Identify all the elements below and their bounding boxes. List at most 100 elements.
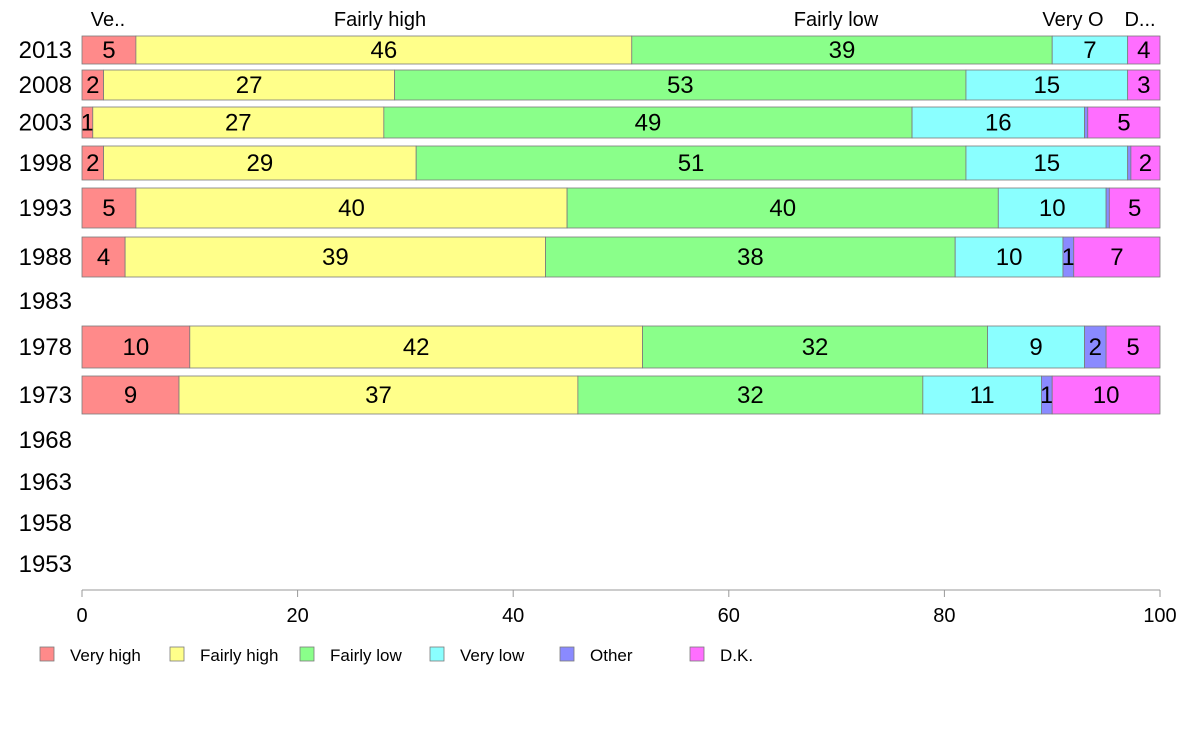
bar-segment-2008-fairly-high: [103, 69, 396, 101]
data-label-1988-d-k-: 7: [1110, 244, 1123, 271]
bar-segment-1993-d-k-: [1108, 187, 1161, 229]
data-label-1973-fairly-high: 37: [365, 382, 392, 409]
data-label-2013-d-k-: 4: [1137, 37, 1150, 64]
legend-swatch-fairly-high: [169, 646, 185, 662]
data-label-2008-very-low: 15: [1033, 72, 1060, 99]
data-label-1998-very-high: 2: [86, 150, 99, 177]
legend-label-other: Other: [590, 646, 633, 665]
data-label-1998-fairly-low: 51: [678, 150, 705, 177]
x-tick-label-100: 100: [1143, 605, 1176, 627]
legend-swatch-other: [559, 646, 575, 662]
data-label-1978-d-k-: 5: [1126, 334, 1139, 361]
bar-segment-2003-very-low: [911, 106, 1085, 139]
bar-segment-1973-fairly-high: [178, 375, 579, 415]
bar-segment-1993-fairly-high: [135, 187, 568, 229]
bar-segment-1978-very-low: [987, 325, 1085, 369]
data-label-1973-fairly-low: 32: [737, 382, 764, 409]
legend-label-very-high: Very high: [70, 646, 141, 665]
bar-segment-1988-fairly-low: [545, 236, 956, 278]
top-label-1: Fairly high: [334, 9, 426, 31]
data-label-1978-very-low: 9: [1029, 334, 1042, 361]
x-tick-label-20: 20: [286, 605, 308, 627]
legend-swatch-very-low: [429, 646, 445, 662]
data-label-1973-very-low: 11: [970, 382, 995, 409]
data-label-1988-very-low: 10: [996, 244, 1023, 271]
legend-swatch-fairly-low: [299, 646, 315, 662]
bar-segment-1993-very-low: [997, 187, 1107, 229]
year-label-2003: 2003: [19, 110, 72, 137]
bar-segment-2003-fairly-high: [92, 106, 385, 139]
data-label-1978-very-high: 10: [123, 334, 150, 361]
legend-label-very-low: Very low: [460, 646, 525, 665]
x-tick-label-60: 60: [718, 605, 740, 627]
bar-segment-1978-very-high: [81, 325, 191, 369]
year-label-1983: 1983: [19, 288, 72, 315]
bar-segment-1988-fairly-high: [124, 236, 546, 278]
bar-segment-2013-fairly-high: [135, 35, 633, 65]
bar-segment-1973-very-low: [922, 375, 1042, 415]
data-label-1993-very-low: 10: [1039, 195, 1066, 222]
x-tick-label-0: 0: [76, 605, 87, 627]
top-label-2: Fairly low: [794, 9, 879, 31]
data-label-1988-very-high: 4: [97, 244, 110, 271]
year-label-1993: 1993: [19, 195, 72, 222]
data-label-1973-very-high: 9: [124, 382, 137, 409]
data-label-1973-other: 1: [1040, 382, 1053, 409]
year-label-1988: 1988: [19, 244, 72, 271]
year-label-1968: 1968: [19, 427, 72, 454]
top-label-3: Very O: [1042, 9, 1103, 31]
data-label-2013-very-low: 7: [1083, 37, 1096, 64]
data-label-2003-d-k-: 5: [1117, 110, 1130, 137]
bar-segment-1998-fairly-high: [103, 145, 417, 181]
legend-label-fairly-low: Fairly low: [330, 646, 403, 665]
year-label-2008: 2008: [19, 72, 72, 99]
data-label-1978-other: 2: [1089, 334, 1102, 361]
legend-swatch-d-k-: [689, 646, 705, 662]
data-label-2003-very-high: 1: [81, 110, 94, 137]
bar-segment-2008-d-k-: [1127, 69, 1161, 101]
bar-segment-1988-very-high: [81, 236, 126, 278]
data-label-1998-d-k-: 2: [1139, 150, 1152, 177]
legend-label-fairly-high: Fairly high: [200, 646, 278, 665]
bar-segment-1993-very-high: [81, 187, 137, 229]
bar-segment-1998-fairly-low: [415, 145, 967, 181]
bar-segment-2013-very-high: [81, 35, 137, 65]
bar-segment-2003-d-k-: [1087, 106, 1161, 139]
bar-segment-1978-fairly-high: [189, 325, 643, 369]
data-label-2003-fairly-high: 27: [225, 110, 252, 137]
bar-segment-2008-fairly-low: [394, 69, 967, 101]
data-label-2013-fairly-high: 46: [370, 37, 397, 64]
year-label-1963: 1963: [19, 469, 72, 496]
year-label-1998: 1998: [19, 150, 72, 177]
bar-segment-2013-fairly-low: [631, 35, 1053, 65]
data-label-2013-very-high: 5: [102, 37, 115, 64]
data-label-1993-very-high: 5: [102, 195, 115, 222]
x-tick-label-40: 40: [502, 605, 524, 627]
bar-segment-1988-d-k-: [1073, 236, 1161, 278]
bar-segment-1993-fairly-low: [566, 187, 999, 229]
year-label-2013: 2013: [19, 37, 72, 64]
data-label-2003-fairly-low: 49: [635, 110, 662, 137]
data-label-1988-fairly-high: 39: [322, 244, 349, 271]
year-label-1978: 1978: [19, 334, 72, 361]
bar-segment-1973-d-k-: [1051, 375, 1161, 415]
bar-segment-2013-d-k-: [1127, 35, 1161, 65]
data-label-1978-fairly-high: 42: [403, 334, 430, 361]
data-label-1988-other: 1: [1062, 244, 1075, 271]
bar-segment-2003-fairly-low: [383, 106, 913, 139]
data-label-1998-fairly-high: 29: [247, 150, 274, 177]
bar-segment-1973-very-high: [81, 375, 180, 415]
bar-segment-2008-very-low: [965, 69, 1129, 101]
data-label-1998-very-low: 15: [1033, 150, 1060, 177]
year-label-1958: 1958: [19, 510, 72, 537]
bar-segment-1998-very-low: [965, 145, 1129, 181]
data-label-1993-fairly-low: 40: [769, 195, 796, 222]
legend-label-d-k-: D.K.: [720, 646, 753, 665]
x-tick-label-80: 80: [933, 605, 955, 627]
data-label-2013-fairly-low: 39: [829, 37, 856, 64]
data-label-2008-d-k-: 3: [1137, 72, 1150, 99]
bar-segment-1998-d-k-: [1130, 145, 1161, 181]
legend-swatch-very-high: [39, 646, 55, 662]
top-label-4: D...: [1124, 9, 1155, 31]
